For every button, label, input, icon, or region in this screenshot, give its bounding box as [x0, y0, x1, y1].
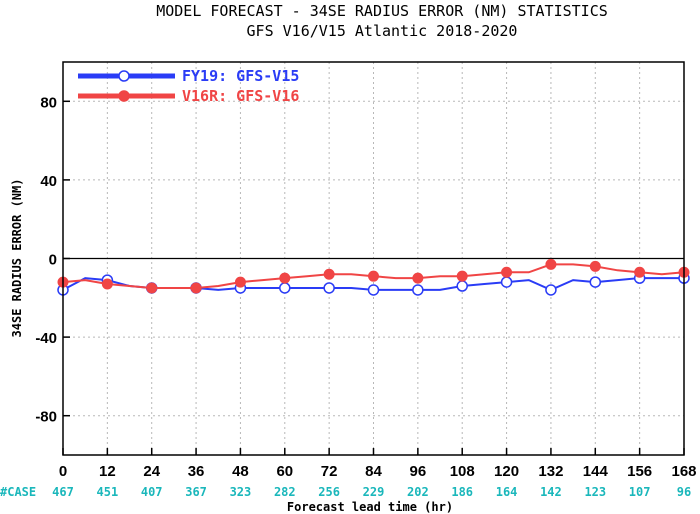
x-tick-label: 48 [232, 463, 249, 480]
grid [62, 62, 685, 455]
case-count: 367 [185, 485, 207, 499]
series-point-v16 [234, 276, 246, 288]
series-point-v15 [589, 276, 602, 288]
case-count: 256 [318, 485, 340, 499]
legend: FY19: GFS-V15 V16R: GFS-V16 [78, 67, 299, 105]
x-tick-label: 108 [450, 463, 475, 480]
case-count: 451 [97, 485, 119, 499]
y-axis-label: 34SE RADIUS ERROR (NM) [10, 179, 24, 338]
series-point-v16 [368, 270, 379, 282]
series-point-v16 [456, 270, 468, 282]
case-count: 123 [584, 485, 606, 499]
series-point-v15 [367, 284, 380, 296]
x-tick-label: 144 [583, 463, 609, 480]
series-point-v16 [323, 268, 335, 280]
series-point-v16 [412, 272, 424, 284]
y-tick-label: -80 [35, 409, 57, 426]
case-count: 164 [496, 485, 518, 499]
chart-title: MODEL FORECAST - 34SE RADIUS ERROR (NM) … [156, 2, 608, 20]
x-tick-label: 156 [627, 463, 652, 480]
x-tick-label: 72 [321, 463, 338, 480]
series-point-v16 [589, 260, 601, 272]
series-point-v16 [634, 266, 646, 278]
case-count-row: #CASE 467 451 407 367 323 282 256 229 202 186 164 1… [0, 485, 691, 499]
y-tick-label: 80 [40, 94, 57, 111]
series-point-v15 [412, 284, 424, 296]
series-point-v16 [190, 282, 202, 294]
x-tick-label: 24 [143, 463, 160, 480]
series-point-v16 [101, 278, 113, 290]
series-point-v15 [456, 280, 468, 292]
case-label: #CASE [0, 485, 36, 499]
x-tick-label: 12 [99, 463, 116, 480]
x-tick-label: 60 [276, 463, 293, 480]
case-count: 186 [451, 485, 473, 499]
series-point-v15 [323, 282, 335, 294]
case-count: 282 [274, 485, 296, 499]
series-point-v16 [146, 282, 158, 294]
series-point-v15 [279, 282, 291, 294]
series-point-v16 [501, 266, 513, 278]
case-count: 323 [230, 485, 252, 499]
x-tick-label: 168 [671, 463, 696, 480]
case-count: 202 [407, 485, 429, 499]
y-tick-labels: -80 -40 0 40 80 [35, 94, 57, 425]
y-tick-label: -40 [35, 330, 57, 347]
x-tick-label: 132 [538, 463, 563, 480]
x-tick-label: 0 [59, 463, 67, 480]
legend-label-v16: V16R: GFS-V16 [182, 87, 299, 105]
x-tick-labels: 0 12 24 36 48 60 72 84 96 108 120 132 144 156 168 [59, 463, 697, 480]
case-count: 107 [629, 485, 651, 499]
x-axis-label: Forecast lead time (hr) [287, 500, 453, 514]
series-point-v16 [545, 258, 557, 270]
case-count: 229 [363, 485, 385, 499]
legend-marker-v15 [118, 70, 130, 82]
y-tick-label: 40 [40, 173, 57, 190]
series-layer [57, 258, 690, 296]
series-point-v15 [500, 276, 513, 288]
plot-frame [62, 61, 685, 456]
x-tick-label: 36 [188, 463, 205, 480]
series-point-v15 [545, 284, 557, 296]
case-count: 142 [540, 485, 562, 499]
x-tick-label: 120 [494, 463, 519, 480]
case-count: 96 [677, 485, 691, 499]
x-tick-label: 96 [410, 463, 427, 480]
x-tick-label: 84 [365, 463, 382, 480]
series-point-v16 [279, 272, 291, 284]
y-tick-label: 0 [49, 252, 57, 269]
legend-marker-v16 [118, 90, 130, 102]
case-count: 407 [141, 485, 163, 499]
legend-label-v15: FY19: GFS-V15 [182, 67, 299, 85]
case-count: 467 [52, 485, 74, 499]
chart-subtitle: GFS V16/V15 Atlantic 2018-2020 [247, 22, 518, 40]
